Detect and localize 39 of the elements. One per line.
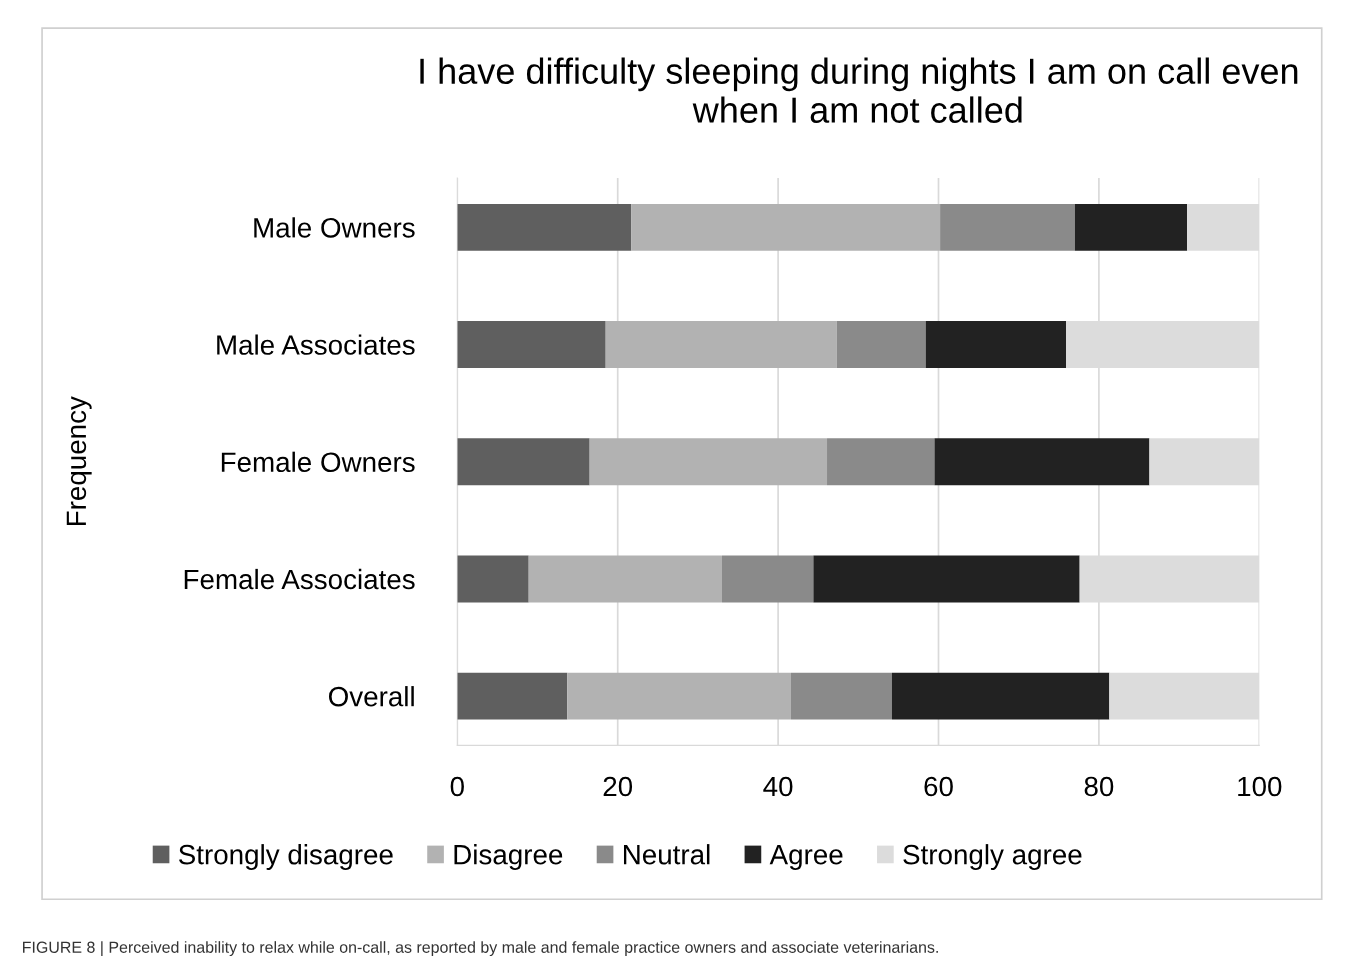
x-tick-label: 20 — [603, 776, 633, 797]
legend-label: Strongly disagree — [178, 844, 393, 870]
bar — [589, 438, 828, 486]
y-tick-label: Female Associates — [184, 568, 415, 590]
x-tick-label: 60 — [924, 776, 953, 797]
bar — [813, 555, 1080, 603]
caption: FIGURE 8 | Perceived inability to relax while on-call, as reported by male and female practice owners and associate veterinarians. — [23, 941, 938, 957]
bar — [567, 672, 791, 720]
chart-title: I have difficulty sleeping during nights I am on call even when I am not called — [420, 57, 1298, 123]
bar — [925, 321, 1067, 368]
bar — [528, 555, 722, 603]
bar — [1074, 203, 1188, 251]
bar — [457, 438, 590, 486]
legend-label: Disagree — [454, 844, 563, 870]
y-tick-label: Female Owners — [221, 451, 415, 473]
bar — [457, 203, 632, 251]
y-tick-label: Male Associates — [217, 334, 415, 355]
bar — [631, 203, 941, 251]
legend-label: Strongly agree — [903, 844, 1082, 870]
bar — [721, 555, 814, 603]
y-tick-label: Male Owners — [254, 217, 415, 238]
bar — [940, 203, 1075, 251]
bar — [457, 555, 529, 603]
bar — [836, 321, 926, 368]
x-tick-label: 80 — [1084, 776, 1114, 797]
x-tick-label: 100 — [1238, 776, 1282, 797]
legend-label: Neutral — [623, 844, 710, 865]
y-tick-label: Overall — [328, 686, 414, 707]
x-tick-label: 40 — [763, 776, 793, 797]
bar — [457, 672, 568, 720]
legend-label: Agree — [769, 845, 843, 870]
bar — [605, 321, 837, 368]
bar — [891, 672, 1110, 720]
bar — [457, 321, 606, 368]
x-tick-label: 0 — [450, 776, 464, 797]
y-axis-title: Frequency — [66, 396, 92, 526]
bar — [934, 438, 1150, 486]
bar — [790, 672, 892, 720]
bar — [827, 438, 935, 486]
